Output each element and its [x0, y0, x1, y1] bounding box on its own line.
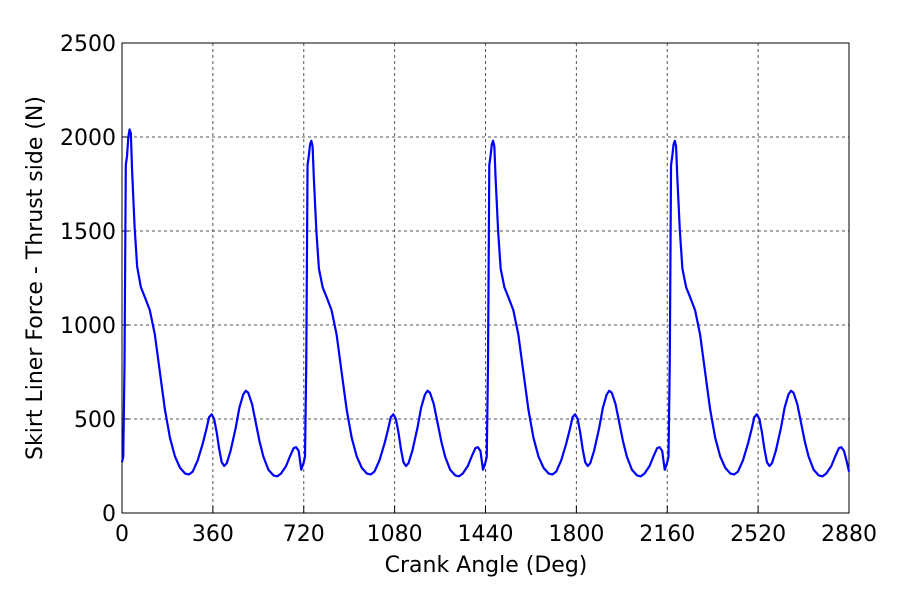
- x-tick-label: 2880: [821, 522, 877, 547]
- y-tick-label: 500: [74, 408, 116, 433]
- y-tick-label: 2000: [60, 126, 116, 151]
- y-tick-label: 1000: [60, 314, 116, 339]
- x-tick-label: 2160: [639, 522, 695, 547]
- y-axis-label: Skirt Liner Force - Thrust side (N): [23, 96, 48, 460]
- x-tick-label: 720: [283, 522, 325, 547]
- y-tick-label: 1500: [60, 220, 116, 245]
- x-tick-label: 2520: [730, 522, 786, 547]
- x-tick-label: 1080: [367, 522, 423, 547]
- x-tick-label: 360: [192, 522, 234, 547]
- y-tick-label: 0: [102, 502, 116, 527]
- axes-frame: [121, 42, 850, 514]
- x-tick-label: 1440: [458, 522, 514, 547]
- data-line: [120, 128, 851, 478]
- x-axis-label: Crank Angle (Deg): [385, 553, 588, 578]
- x-tick-label: 0: [115, 522, 129, 547]
- x-tick-label: 1800: [548, 522, 604, 547]
- y-tick-label: 2500: [60, 32, 116, 57]
